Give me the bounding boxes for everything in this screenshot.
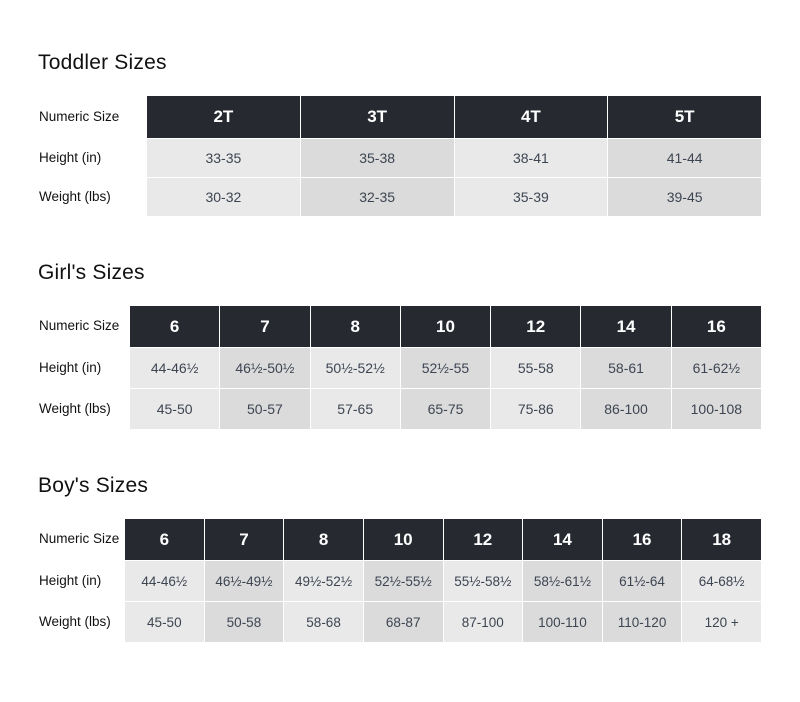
table-cell: 61½-64 xyxy=(602,561,682,601)
table-row-header: Numeric Size 2T 3T 4T 5T xyxy=(39,96,761,138)
column-header-cell: 18 xyxy=(682,519,761,560)
table-cell: 33-35 xyxy=(147,139,300,177)
column-header-cell: 10 xyxy=(400,306,491,347)
table-row-header: Numeric Size 6 7 8 10 12 14 16 xyxy=(39,306,761,347)
table-row: Weight (lbs) 45-50 50-57 57-65 65-75 75-… xyxy=(39,389,761,429)
page-title-boys: Boy's Sizes xyxy=(38,474,149,497)
row-label-weight: Weight (lbs) xyxy=(39,389,129,429)
table-cell: 58-68 xyxy=(284,602,363,642)
table-cell: 46½-50½ xyxy=(220,348,310,388)
column-header-cell: 8 xyxy=(310,306,400,347)
table-cell: 46½-49½ xyxy=(204,561,284,601)
table-cell: 32-35 xyxy=(300,178,454,216)
table-body: Numeric Size 6 7 8 10 12 14 16 18 Height… xyxy=(39,519,761,642)
table-cell: 55½-58½ xyxy=(443,561,523,601)
table-cell: 49½-52½ xyxy=(284,561,363,601)
table-cell: 65-75 xyxy=(400,389,491,429)
page-title-girls: Girl's Sizes xyxy=(38,261,145,284)
table-cell: 57-65 xyxy=(310,389,400,429)
column-header-cell: 7 xyxy=(220,306,310,347)
table-cell: 68-87 xyxy=(363,602,443,642)
table-cell: 52½-55 xyxy=(400,348,491,388)
table-cell: 50-58 xyxy=(204,602,284,642)
table-cell: 61-62½ xyxy=(671,348,761,388)
table-cell: 44-46½ xyxy=(125,561,204,601)
table-body: Numeric Size 2T 3T 4T 5T Height (in) 33-… xyxy=(39,96,761,216)
table-cell: 50-57 xyxy=(220,389,310,429)
section-boys-sizes: Boy's Sizes Numeric Size 6 7 8 10 12 14 … xyxy=(38,430,762,643)
row-label-weight: Weight (lbs) xyxy=(39,602,124,642)
table-cell: 86-100 xyxy=(581,389,671,429)
table-girls-sizes: Numeric Size 6 7 8 10 12 14 16 Height (i… xyxy=(38,305,762,430)
table-cell: 41-44 xyxy=(608,139,761,177)
column-header-cell: 4T xyxy=(454,96,608,138)
table-cell: 75-86 xyxy=(491,389,581,429)
table-cell: 35-39 xyxy=(454,178,608,216)
column-header-cell: 10 xyxy=(363,519,443,560)
table-cell: 87-100 xyxy=(443,602,523,642)
table-cell: 30-32 xyxy=(147,178,300,216)
column-header-cell: 5T xyxy=(608,96,761,138)
column-header-cell: 7 xyxy=(204,519,284,560)
column-header-cell: 6 xyxy=(130,306,220,347)
row-label-weight: Weight (lbs) xyxy=(39,178,146,216)
table-cell: 44-46½ xyxy=(130,348,220,388)
table-cell: 35-38 xyxy=(300,139,454,177)
table-cell: 45-50 xyxy=(125,602,204,642)
column-header-cell: 12 xyxy=(443,519,523,560)
row-label-height: Height (in) xyxy=(39,139,146,177)
row-label-height: Height (in) xyxy=(39,348,129,388)
table-cell: 100-110 xyxy=(523,602,602,642)
table-boys-sizes: Numeric Size 6 7 8 10 12 14 16 18 Height… xyxy=(38,518,762,643)
column-header-cell: 3T xyxy=(300,96,454,138)
row-label-height: Height (in) xyxy=(39,561,124,601)
table-row: Height (in) 33-35 35-38 38-41 41-44 xyxy=(39,139,761,177)
table-cell: 55-58 xyxy=(491,348,581,388)
table-cell: 58½-61½ xyxy=(523,561,602,601)
column-header-cell: 8 xyxy=(284,519,363,560)
table-row: Weight (lbs) 45-50 50-58 58-68 68-87 87-… xyxy=(39,602,761,642)
table-body: Numeric Size 6 7 8 10 12 14 16 Height (i… xyxy=(39,306,761,429)
row-label-numeric-size: Numeric Size xyxy=(39,96,146,138)
table-cell: 120 + xyxy=(682,602,761,642)
page-title-toddler: Toddler Sizes xyxy=(38,51,167,74)
row-label-numeric-size: Numeric Size xyxy=(39,519,124,560)
column-header-cell: 16 xyxy=(602,519,682,560)
table-row-header: Numeric Size 6 7 8 10 12 14 16 18 xyxy=(39,519,761,560)
table-cell: 38-41 xyxy=(454,139,608,177)
table-cell: 64-68½ xyxy=(682,561,761,601)
table-row: Height (in) 44-46½ 46½-50½ 50½-52½ 52½-5… xyxy=(39,348,761,388)
column-header-cell: 12 xyxy=(491,306,581,347)
column-header-cell: 14 xyxy=(581,306,671,347)
table-row: Weight (lbs) 30-32 32-35 35-39 39-45 xyxy=(39,178,761,216)
table-cell: 45-50 xyxy=(130,389,220,429)
column-header-cell: 2T xyxy=(147,96,300,138)
table-cell: 50½-52½ xyxy=(310,348,400,388)
section-toddler-sizes: Toddler Sizes Numeric Size 2T 3T 4T 5T H… xyxy=(38,0,762,217)
table-cell: 110-120 xyxy=(602,602,682,642)
section-girls-sizes: Girl's Sizes Numeric Size 6 7 8 10 12 14… xyxy=(38,217,762,430)
table-cell: 58-61 xyxy=(581,348,671,388)
column-header-cell: 6 xyxy=(125,519,204,560)
row-label-numeric-size: Numeric Size xyxy=(39,306,129,347)
table-cell: 52½-55½ xyxy=(363,561,443,601)
table-toddler-sizes: Numeric Size 2T 3T 4T 5T Height (in) 33-… xyxy=(38,95,762,217)
column-header-cell: 16 xyxy=(671,306,761,347)
table-cell: 100-108 xyxy=(671,389,761,429)
table-row: Height (in) 44-46½ 46½-49½ 49½-52½ 52½-5… xyxy=(39,561,761,601)
column-header-cell: 14 xyxy=(523,519,602,560)
table-cell: 39-45 xyxy=(608,178,761,216)
